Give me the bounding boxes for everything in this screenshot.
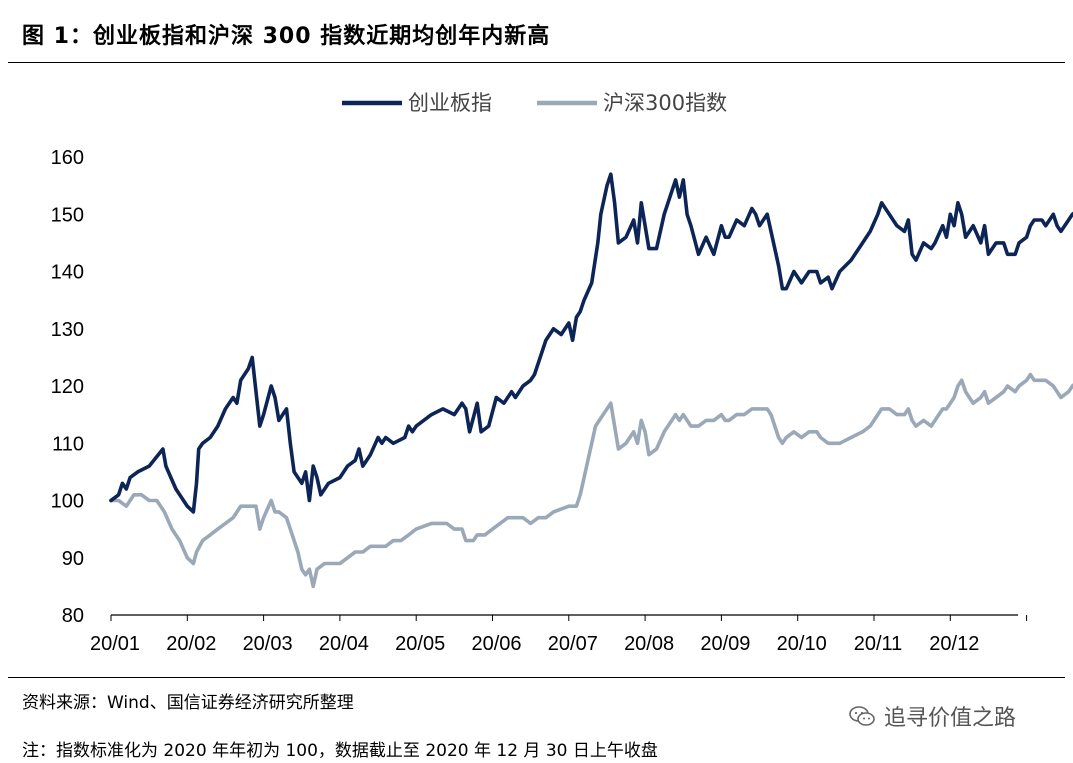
x-tick-label: 20/02	[166, 633, 216, 655]
wechat-icon	[849, 706, 875, 726]
series-line	[109, 372, 1073, 589]
x-tick-label: 20/09	[700, 633, 750, 655]
source-divider	[8, 677, 1065, 678]
x-tick-label: 20/07	[548, 633, 598, 655]
x-tick-label: 20/12	[929, 633, 979, 655]
y-tick-label: 130	[51, 319, 84, 341]
x-tick-label: 20/01	[90, 633, 140, 655]
legend-label: 创业板指	[408, 91, 492, 115]
y-tick-label: 160	[51, 147, 84, 169]
y-tick-label: 140	[51, 262, 84, 284]
x-tick-label: 20/10	[777, 633, 827, 655]
legend: 创业板指 沪深300指数	[342, 91, 727, 115]
figure-title: 图 1：创业板指和沪深 300 指数近期均创年内新高	[22, 24, 551, 49]
y-tick-label: 150	[51, 204, 84, 226]
footnote: 注：指数标准化为 2020 年年初为 100，数据截止至 2020 年 12 月…	[22, 741, 658, 761]
source-note: 资料来源：Wind、国信证券经济研究所整理	[22, 693, 354, 713]
y-tick-label: 110	[52, 433, 84, 455]
series-group	[109, 172, 1073, 589]
y-tick-label: 120	[51, 376, 84, 398]
series-line	[109, 172, 1073, 514]
x-tick-label: 20/06	[471, 633, 521, 655]
y-tick-label: 90	[62, 548, 84, 570]
line-chart: 创业板指 沪深300指数 80 90 100 110 120 130 140 150 160 20…	[51, 91, 1073, 655]
x-tick-label: 20/08	[624, 633, 674, 655]
watermark-text: 追寻价值之路	[884, 706, 1017, 731]
x-axis: 20/01 20/02 20/03 20/04 20/05 20/06 20/07 20/08…	[90, 614, 1028, 655]
title-divider	[8, 62, 1065, 63]
y-axis-ticks: 80 90 100 110 120 130 140 150 160	[51, 147, 84, 627]
x-tick-label: 20/03	[243, 633, 293, 655]
x-tick-label: 20/04	[319, 633, 369, 655]
y-tick-label: 80	[62, 605, 84, 627]
watermark: 追寻价值之路	[848, 700, 1016, 732]
y-tick-label: 100	[51, 491, 84, 513]
x-tick-label: 20/11	[854, 633, 903, 655]
x-tick-label: 20/05	[395, 633, 445, 655]
legend-label: 沪深300指数	[603, 91, 727, 115]
